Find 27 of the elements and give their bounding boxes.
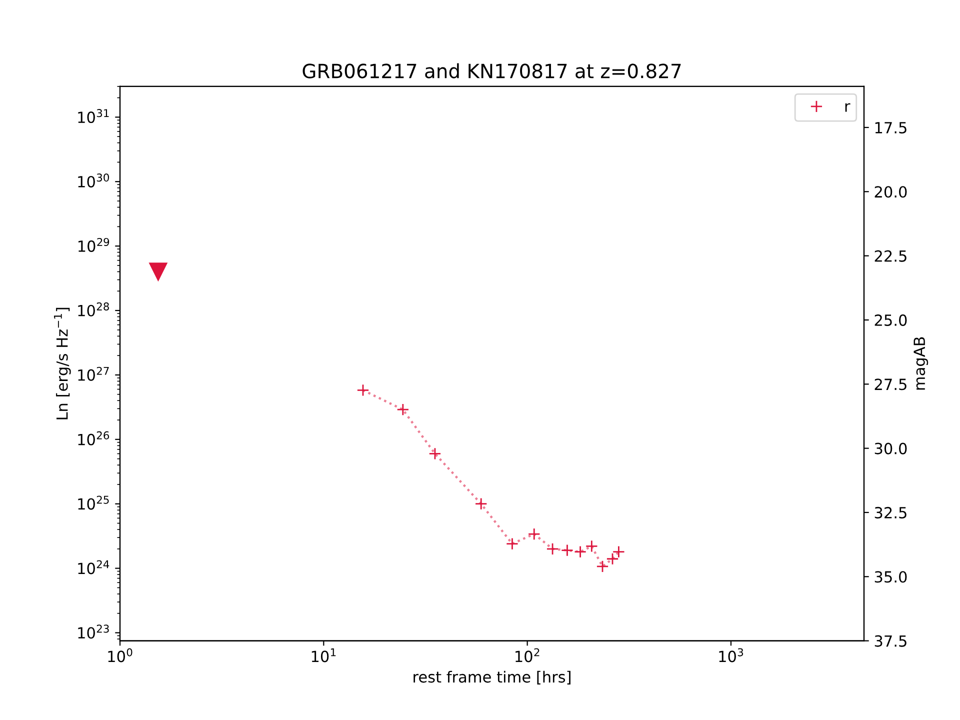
x-tick-label: 10$^{0}$ xyxy=(108,648,132,662)
y-tick-label: 10$^{28}$ xyxy=(78,302,109,316)
y-tick-label: 10$^{25}$ xyxy=(78,496,109,510)
y2-tick-label: 35.0 xyxy=(874,571,907,583)
y-tick-label: 10$^{31}$ xyxy=(78,109,109,124)
y2-tick-label: 27.5 xyxy=(874,378,906,390)
y2-tick-label: 22.5 xyxy=(874,250,906,262)
y-axis-title: Ln [erg/s Hz$^{−1}$] xyxy=(54,308,71,420)
y-tick-label: 10$^{24}$ xyxy=(78,560,110,574)
chart-title: GRB061217 and KN170817 at z=0.827 xyxy=(302,63,681,78)
y-tick-label: 10$^{30}$ xyxy=(78,174,109,188)
y-tick-label: 10$^{26}$ xyxy=(78,431,110,446)
y-tick-label: 10$^{27}$ xyxy=(78,366,109,381)
y2-tick-label: 30.0 xyxy=(874,442,907,454)
y2-tick-label: 25.0 xyxy=(874,314,907,326)
y-tick-label: 10$^{23}$ xyxy=(78,624,109,639)
x-tick-label: 10$^{3}$ xyxy=(719,648,744,662)
y2-tick-label: 37.5 xyxy=(874,635,906,647)
y2-tick-label: 32.5 xyxy=(874,506,906,518)
x-tick-label: 10$^{2}$ xyxy=(516,648,540,662)
y2-tick-label: 17.5 xyxy=(875,122,906,134)
legend-label: r xyxy=(845,103,850,112)
x-axis-title: rest frame time [hrs] xyxy=(414,670,570,684)
y-tick-label: 10$^{29}$ xyxy=(78,238,110,252)
y2-tick-label: 20.0 xyxy=(874,186,907,198)
x-tick-label: 10$^{1}$ xyxy=(312,648,336,662)
y2-axis-title: magAB xyxy=(914,337,928,390)
